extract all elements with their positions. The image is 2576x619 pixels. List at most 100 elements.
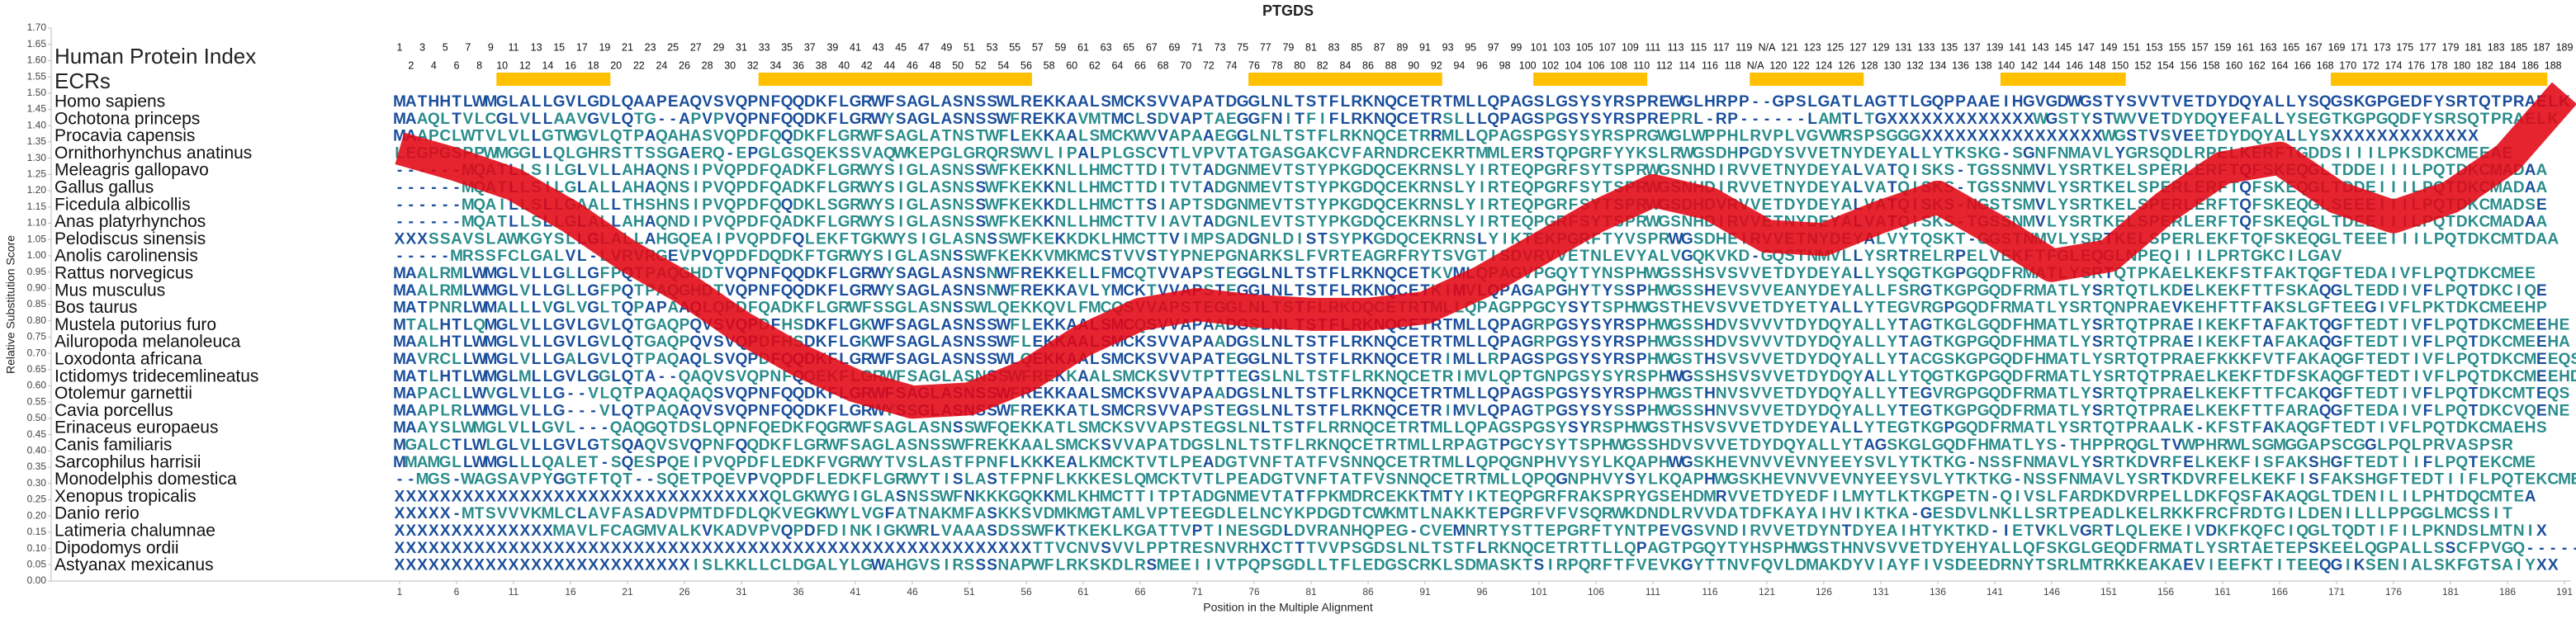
residue: S [987,316,997,333]
residue: D [2376,454,2388,471]
residue: R [1636,128,1647,145]
residue: X [623,488,633,505]
residue: K [1077,488,1089,505]
residue: V [1727,419,1738,437]
residue: F [1352,144,1361,162]
residue: A [2171,385,2183,403]
residue: N [952,196,964,214]
residue: R [2081,162,2092,179]
residue: L [532,333,542,351]
residue: G [1373,248,1385,265]
residue: - [443,214,447,231]
residue: Q [2000,368,2012,385]
y-tick-label: 1.50 [27,87,47,98]
residue: P [1203,368,1214,385]
residue: Q [781,282,793,300]
residue: R [1533,333,1545,351]
residue: A [702,230,713,248]
residue: T [2480,111,2490,128]
residue: K [2240,368,2252,385]
residue: S [975,214,986,231]
residue: E [2377,368,2388,385]
residue: T [2263,385,2273,403]
residue: F [885,93,895,111]
residue: M [1110,111,1124,128]
residue: W [985,214,1000,231]
residue: V [1727,351,1738,368]
residue: M [462,196,475,214]
residue: G [1681,368,1693,385]
residue: Y [1819,300,1830,317]
residue: D [1784,196,1796,214]
residue: K [1408,488,1419,505]
residue: G [1954,316,1967,333]
residue: A [2308,437,2320,454]
residue: C [2490,230,2502,248]
residue: R [1613,93,1625,111]
residue: G [587,333,599,351]
residue: H [439,368,451,385]
residue: R [2114,437,2126,454]
residue: L [2389,488,2398,505]
residue: X [656,488,667,505]
residue: K [2274,488,2285,505]
residue: S [1328,230,1339,248]
residue: Y [1602,402,1612,419]
residue: L [1341,385,1351,403]
residue: S [1215,230,1225,248]
residue: X [1898,111,1909,128]
residue: E [1032,402,1043,419]
residue: L [532,437,542,454]
residue: F [862,419,872,437]
residue: D [1761,144,1773,162]
residue: L [1466,93,1475,111]
residue: L [520,214,530,231]
residue: Y [2252,93,2262,111]
residue: T [2355,333,2365,351]
residue: S [941,454,952,471]
residue: D [1863,144,1875,162]
x-tick-label: 6 [454,586,460,598]
residue: - [1753,93,1758,111]
residue: Y [1317,214,1328,231]
protein-index: 119 [1735,41,1752,53]
residue: T [2241,248,2251,265]
residue: A [1203,179,1215,196]
residue: T [1318,402,1328,419]
residue: G [1556,111,1568,128]
residue: S [975,179,986,196]
residue: T [418,368,428,385]
residue: M [1452,316,1466,333]
sequence: - - MGS -WAGSAVPYGGT F TQT - - SQETPQEVPVQPDF LED… [397,471,2576,489]
residue: Q [713,248,725,265]
residue: T [1204,471,1214,489]
residue: K [1089,471,1101,489]
residue: P [690,248,701,265]
x-tick-label: 141 [1986,586,2003,598]
residue: Y [1556,419,1567,437]
residue: G [1897,128,1910,145]
residue: L [1284,385,1294,403]
residue: N [770,368,782,385]
x-tick-label: 96 [1476,586,1488,598]
residue: L [2298,300,2308,317]
residue: S [1739,316,1750,333]
residue: L [532,128,542,145]
residue: L [1854,162,1863,179]
residue: L [1807,111,1817,128]
residue: G [850,316,862,333]
residue: L [1876,316,1886,333]
residue: Q [2547,385,2559,403]
residue: Q [2125,437,2138,454]
residue: L [1078,179,1088,196]
residue: W [506,230,521,248]
residue: V [2057,454,2068,471]
residue: T [1591,300,1601,317]
residue: E [827,471,838,489]
residue: H [439,93,451,111]
residue: L [1489,368,1499,385]
residue: T [1911,488,1920,505]
residue: L [1249,214,1259,231]
residue: E [1021,162,1032,179]
residue: D [2195,488,2206,505]
